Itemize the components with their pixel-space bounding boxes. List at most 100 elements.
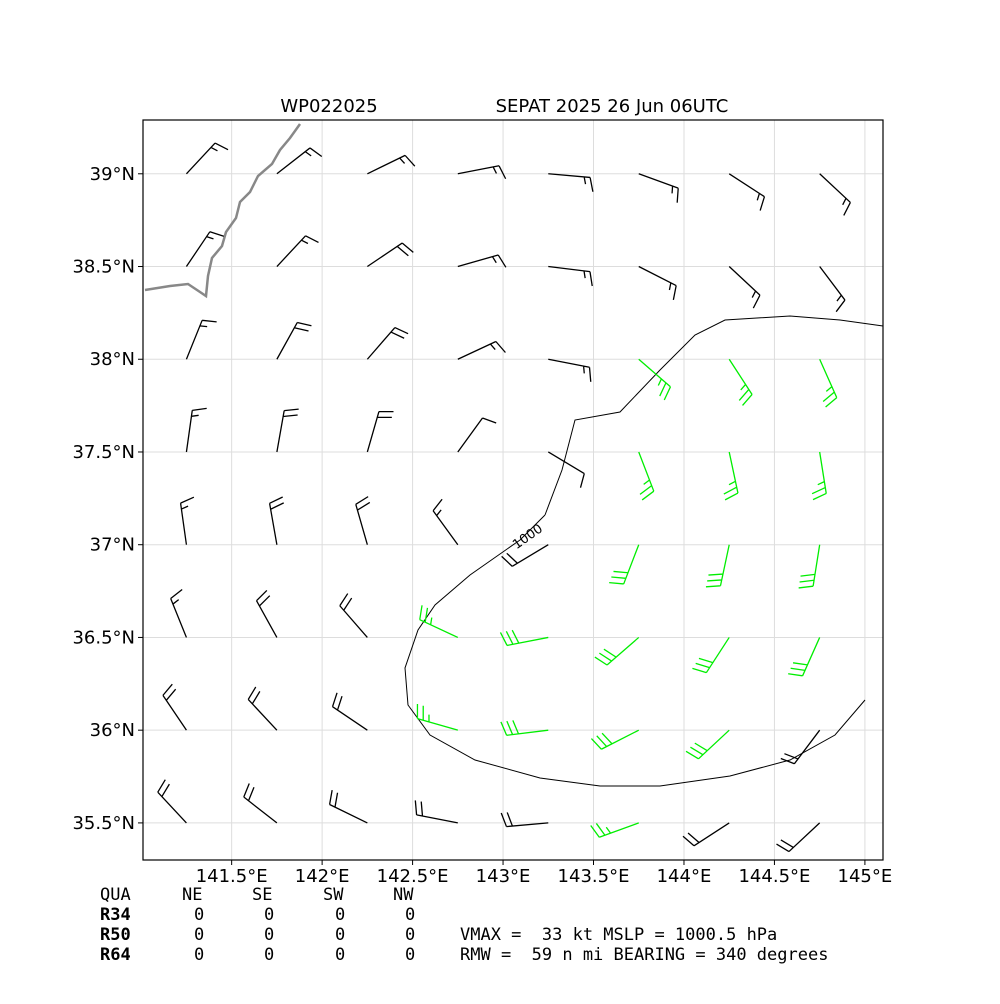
wind-barb [811, 451, 827, 501]
wind-barb [414, 800, 458, 824]
wind-barb [590, 729, 640, 750]
wind-barb [457, 165, 507, 180]
y-tick-label: 39°N [90, 164, 135, 185]
barb-layer [157, 142, 851, 853]
wind-barb [339, 593, 368, 638]
x-tick-label: 141.5°E [196, 866, 268, 887]
wind-barb [328, 790, 368, 824]
wind-barb [819, 358, 838, 408]
y-tick-label: 38°N [90, 349, 135, 370]
chart-title: SEPAT 2025 26 Jun 06UTC [496, 96, 729, 117]
table-cell: 0 [335, 925, 345, 945]
wind-barb [355, 496, 371, 545]
wind-barb [692, 637, 730, 674]
table-header: NW [393, 885, 414, 905]
wind-barb [366, 242, 414, 268]
wind-barb [185, 231, 224, 267]
wind-barb [776, 822, 821, 853]
wind-barb [638, 265, 677, 300]
wind-barb [638, 173, 679, 203]
table-cell: 0 [194, 925, 204, 945]
wind-barb [723, 451, 739, 501]
wind-barb [819, 266, 846, 313]
wind-barb [728, 358, 753, 406]
axes: 141.5°E 142°E 142.5°E 143°E 143.5°E 144°E 144.… [72, 164, 892, 887]
grid [143, 120, 883, 860]
wind-barb [179, 496, 195, 545]
x-tick-label: 145°E [838, 866, 893, 887]
x-tick-label: 142.5°E [377, 866, 449, 887]
wind-barb [500, 812, 549, 828]
wind-barb [457, 254, 507, 268]
x-tick-label: 144.5°E [738, 866, 810, 887]
x-tick-label: 143.5°E [558, 866, 630, 887]
y-tick-label: 37°N [90, 535, 135, 556]
wind-barb [685, 729, 730, 760]
wind-barb [705, 544, 730, 588]
y-tick-label: 35.5°N [72, 813, 135, 834]
table-header: NE [182, 885, 202, 905]
wind-barb [162, 683, 187, 731]
info-line: RMW = 59 n mi BEARING = 340 degrees [460, 945, 828, 965]
wind-barb [416, 704, 458, 731]
wind-barb [780, 729, 821, 765]
wind-barb [268, 496, 285, 545]
wind-barb [798, 544, 821, 589]
wind-barb [594, 636, 640, 666]
row-label: R50 [100, 925, 131, 945]
wind-barb [366, 326, 409, 360]
wind-barb [788, 637, 821, 677]
wind-barb [501, 544, 549, 567]
table-header: SW [323, 885, 344, 905]
wind-barb [728, 266, 761, 309]
wind-barb [548, 358, 592, 382]
wind-barb [500, 720, 549, 736]
table-cell: 0 [405, 925, 415, 945]
wind-barb [243, 783, 278, 824]
wind-barb [185, 142, 229, 175]
wind-barb [457, 340, 506, 360]
isobar [404, 514, 866, 787]
x-tick-label: 143°E [476, 866, 531, 887]
wind-barb [638, 451, 655, 501]
wind-barb [548, 265, 593, 287]
table-cell: 0 [405, 905, 415, 925]
isobar [544, 315, 884, 516]
coastline [144, 123, 302, 299]
x-tick-label: 144°E [657, 866, 712, 887]
wind-barb [331, 692, 368, 731]
row-label: R64 [100, 945, 131, 965]
wind-barb [590, 822, 639, 838]
wind-barb [547, 451, 585, 488]
wind-barb [185, 407, 207, 453]
wind-barb [609, 544, 640, 585]
wind-barb [432, 498, 459, 546]
wind-barb [499, 629, 549, 647]
table-header: SE [252, 885, 272, 905]
wind-barb [276, 147, 323, 175]
wind-barb [366, 410, 394, 453]
wind-barb [682, 822, 730, 847]
table-header: QUA [100, 885, 131, 905]
wind-barb [819, 173, 851, 216]
table-cell: 0 [335, 945, 345, 965]
x-tick-label: 142°E [295, 866, 350, 887]
wind-barb [276, 235, 319, 267]
wind-barb [157, 779, 187, 824]
wind-barb [638, 358, 672, 401]
table-cell: 0 [264, 925, 274, 945]
wind-barb [276, 408, 299, 453]
info-line: VMAX = 33 kt MSLP = 1000.5 hPa [460, 925, 777, 945]
row-label: R34 [100, 905, 131, 925]
wind-barb [276, 321, 312, 360]
y-tick-label: 37.5°N [72, 442, 135, 463]
wind-barb [367, 154, 416, 175]
y-tick-label: 36.5°N [72, 627, 135, 648]
wind-barb [728, 173, 766, 211]
wind-barb [419, 605, 459, 639]
table-cell: 0 [264, 945, 274, 965]
y-tick-label: 38.5°N [72, 257, 135, 278]
